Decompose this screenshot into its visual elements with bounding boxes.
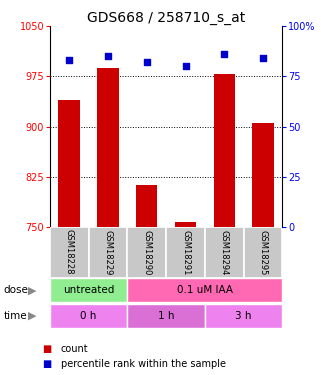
Bar: [50, 303, 127, 328]
Point: [183, 63, 188, 69]
Bar: [205, 303, 282, 328]
Bar: [127, 227, 166, 278]
Text: ▶: ▶: [28, 311, 36, 321]
Text: GSM18291: GSM18291: [181, 230, 190, 275]
Bar: [50, 227, 89, 278]
Bar: [166, 227, 205, 278]
Text: 1 h: 1 h: [158, 311, 174, 321]
Point: [261, 56, 266, 62]
Bar: [244, 227, 282, 278]
Point: [144, 59, 149, 65]
Bar: [214, 74, 235, 227]
Point: [66, 57, 72, 63]
Bar: [136, 185, 157, 227]
Bar: [97, 68, 118, 227]
Text: GSM18294: GSM18294: [220, 230, 229, 275]
Text: 3 h: 3 h: [235, 311, 252, 321]
Text: dose: dose: [3, 285, 28, 295]
Bar: [58, 100, 80, 227]
Bar: [127, 278, 282, 303]
Text: GSM18290: GSM18290: [142, 230, 151, 275]
Bar: [127, 303, 205, 328]
Bar: [252, 123, 274, 227]
Bar: [205, 227, 244, 278]
Text: GSM18295: GSM18295: [259, 230, 268, 275]
Title: GDS668 / 258710_s_at: GDS668 / 258710_s_at: [87, 11, 245, 25]
Text: count: count: [61, 344, 89, 354]
Text: time: time: [3, 311, 27, 321]
Point: [105, 53, 110, 59]
Text: 0 h: 0 h: [80, 311, 97, 321]
Bar: [175, 222, 196, 227]
Bar: [89, 227, 127, 278]
Text: ■: ■: [42, 359, 51, 369]
Point: [222, 51, 227, 57]
Bar: [50, 278, 127, 303]
Text: untreated: untreated: [63, 285, 114, 295]
Text: ▶: ▶: [28, 285, 36, 295]
Text: GSM18229: GSM18229: [103, 230, 112, 275]
Text: 0.1 uM IAA: 0.1 uM IAA: [177, 285, 233, 295]
Text: percentile rank within the sample: percentile rank within the sample: [61, 359, 226, 369]
Text: GSM18228: GSM18228: [65, 230, 74, 275]
Text: ■: ■: [42, 344, 51, 354]
